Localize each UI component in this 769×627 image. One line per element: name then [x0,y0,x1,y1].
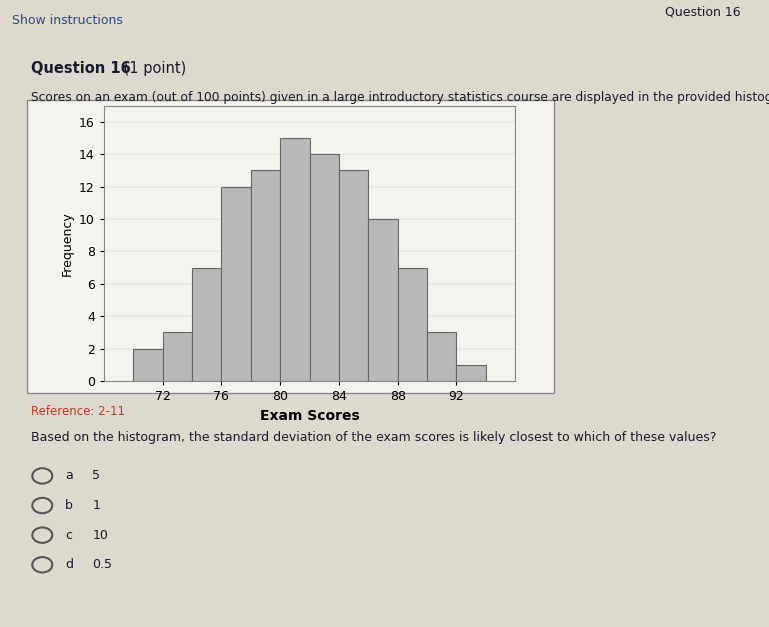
Bar [192,268,221,381]
Text: 0.5: 0.5 [92,558,112,571]
Text: 5: 5 [92,470,100,482]
Text: Scores on an exam (out of 100 points) given in a large introductory statistics c: Scores on an exam (out of 100 points) gi… [31,91,769,104]
X-axis label: Exam Scores: Exam Scores [260,409,359,423]
Bar [368,219,398,381]
Text: Question 16: Question 16 [665,6,741,19]
FancyBboxPatch shape [27,100,554,393]
Text: Reference: 2-11: Reference: 2-11 [31,405,125,418]
Text: (1 point): (1 point) [119,61,186,76]
Bar [457,365,486,381]
Bar [221,187,251,381]
Text: b: b [65,499,73,512]
Text: a: a [65,470,73,482]
Text: 1: 1 [92,499,100,512]
Bar [398,268,427,381]
Text: d: d [65,558,73,571]
Bar [310,154,339,381]
Bar [251,171,280,381]
Text: Question 16: Question 16 [31,61,131,76]
Bar [280,138,310,381]
Text: c: c [65,529,72,542]
Text: Show instructions: Show instructions [12,14,122,27]
Bar [339,171,368,381]
Bar [133,349,162,381]
Text: 10: 10 [92,529,108,542]
Text: Based on the histogram, the standard deviation of the exam scores is likely clos: Based on the histogram, the standard dev… [31,431,716,445]
Bar [162,332,192,381]
Y-axis label: Frequency: Frequency [60,211,73,276]
Bar [427,332,457,381]
